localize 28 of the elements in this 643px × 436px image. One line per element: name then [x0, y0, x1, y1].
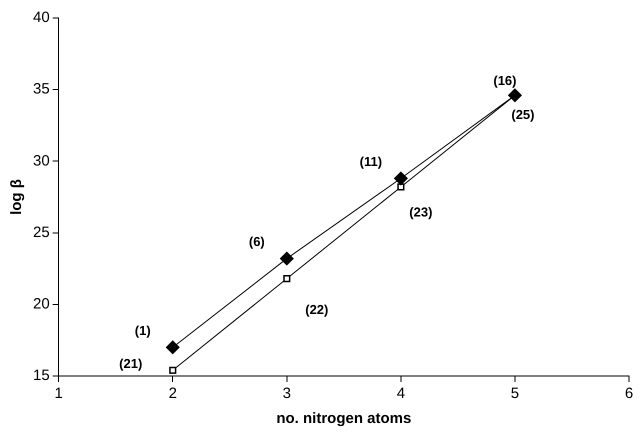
annotation: (22) — [305, 302, 328, 318]
x-tick-label: 4 — [396, 385, 406, 402]
x-axis-title: no. nitrogen atoms — [276, 410, 412, 428]
point — [394, 172, 408, 186]
x-tick-label: 3 — [282, 385, 291, 402]
annotation: (11) — [360, 154, 382, 169]
annotation: (1) — [134, 322, 151, 338]
annotation: (16) — [493, 72, 516, 88]
y-axis-title: log β — [8, 179, 26, 215]
point — [283, 275, 290, 282]
point — [397, 183, 404, 191]
point — [280, 252, 294, 266]
point — [169, 366, 176, 374]
point — [166, 340, 180, 354]
y-tick-label: 15 — [32, 367, 50, 384]
y-tick-label: 40 — [32, 9, 50, 26]
x-tick-label: 5 — [510, 385, 520, 402]
annotation: (23) — [409, 204, 432, 220]
y-tick-label: 20 — [32, 296, 50, 313]
y-tick-label: 25 — [32, 224, 50, 241]
x-tick-label: 1 — [54, 385, 63, 402]
x-tick-label: 2 — [168, 385, 177, 402]
annotation: (25) — [511, 106, 534, 122]
annotation: (21) — [119, 356, 142, 371]
y-tick-label: 30 — [32, 152, 50, 170]
y-tick-label: 35 — [32, 80, 50, 98]
annotation: (6) — [248, 234, 265, 250]
x-tick-label: 6 — [624, 385, 634, 402]
